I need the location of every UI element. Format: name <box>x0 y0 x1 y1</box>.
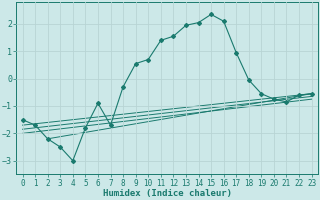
X-axis label: Humidex (Indice chaleur): Humidex (Indice chaleur) <box>103 189 232 198</box>
